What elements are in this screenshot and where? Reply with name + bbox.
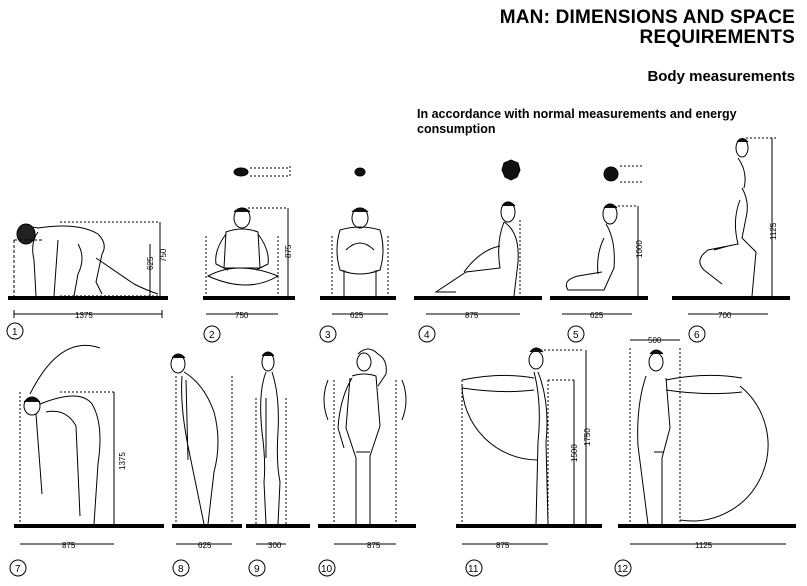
fig6-number-circle (688, 325, 706, 343)
fig5-height: 1000 (635, 240, 644, 258)
fig11-number: 11 (468, 564, 479, 575)
note-text: In accordance with normal measurements a… (417, 107, 737, 136)
figure-1-crawling (8, 221, 168, 318)
fig4-width: 875 (465, 311, 479, 320)
fig9-number-circle (248, 559, 266, 577)
figure-3-hugging-knees (320, 167, 396, 315)
fig8-number: 8 (178, 564, 184, 575)
fig5-number-circle (567, 325, 585, 343)
fig3-number: 3 (325, 330, 331, 341)
fig10-number: 10 (321, 564, 333, 575)
fig6-width: 700 (718, 311, 732, 320)
fig3-width: 625 (350, 311, 364, 320)
figure-10-front-standing (318, 348, 416, 545)
fig1-number-circle (6, 322, 24, 340)
figure-2-cross-legged (203, 166, 295, 315)
section-subtitle: Body measurements (647, 68, 795, 85)
fig2-number: 2 (209, 330, 215, 341)
fig1-number: 1 (12, 327, 18, 338)
fig4-number: 4 (424, 330, 430, 341)
fig8-width: 625 (198, 541, 212, 550)
fig1-height: 750 (159, 248, 168, 262)
fig5-number: 5 (573, 330, 579, 341)
fig2-width: 750 (235, 311, 249, 320)
fig10-width: 875 (367, 541, 381, 550)
fig8-number-circle (172, 559, 190, 577)
fig7-height: 1375 (118, 452, 127, 470)
title-text: MAN: DIMENSIONS AND SPACE REQUIREMENTS (499, 7, 795, 48)
fig9-number: 9 (254, 564, 260, 575)
fig1-width: 1375 (75, 311, 93, 320)
fig11-number-circle (465, 559, 483, 577)
figure-8-leaning (170, 353, 242, 545)
fig11-width: 875 (496, 541, 510, 550)
fig2-number-circle (203, 325, 221, 343)
fig7-width: 875 (62, 541, 76, 550)
figure-5-kneeling (550, 165, 648, 315)
figure-9-side-standing (246, 351, 310, 545)
fig7-number: 7 (15, 564, 21, 575)
fig12-reach: 500 (648, 336, 662, 345)
fig7-number-circle (9, 559, 27, 577)
fig10-number-circle (318, 559, 336, 577)
fig12-number-circle (614, 559, 632, 577)
fig1-inner-height: 625 (146, 256, 155, 270)
fig12-number: 12 (617, 564, 629, 575)
fig4-number-circle (418, 325, 436, 343)
fig6-number: 6 (694, 330, 700, 341)
page-title: MAN: DIMENSIONS AND SPACE REQUIREMENTS (500, 8, 795, 48)
figure-7-bent-forward (14, 344, 164, 545)
fig5-width: 625 (590, 311, 604, 320)
fig12-width: 1125 (695, 541, 713, 550)
figure-12-arm-reach-front (618, 339, 796, 545)
fig11-inner-height: 1500 (570, 444, 579, 462)
fig11-height: 1750 (583, 428, 592, 446)
figure-4-sitting-ground (414, 159, 542, 315)
fig9-width: 300 (268, 541, 282, 550)
figure-6-kneeling-upright (672, 137, 790, 315)
figure-11-arm-reach-side (456, 347, 602, 545)
fig6-height: 1125 (769, 222, 778, 240)
fig3-number-circle (319, 325, 337, 343)
fig2-height: 875 (284, 244, 293, 258)
